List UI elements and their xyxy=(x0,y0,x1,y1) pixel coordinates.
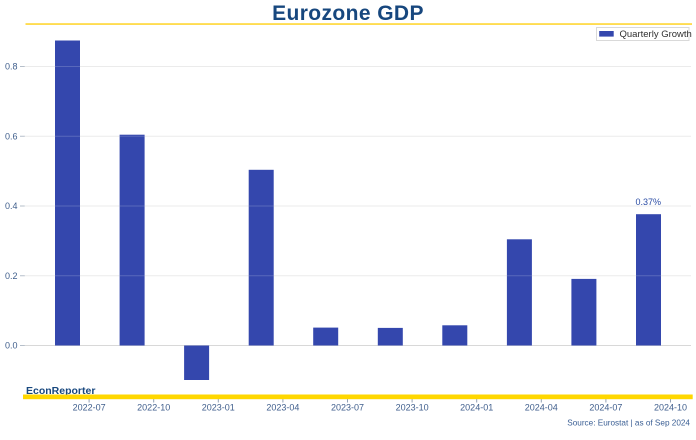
svg-text:Source: Eurostat | as of Sep 2: Source: Eurostat | as of Sep 2024 xyxy=(567,419,690,428)
svg-text:2022-10: 2022-10 xyxy=(137,403,170,413)
svg-text:2023-07: 2023-07 xyxy=(331,403,364,413)
svg-text:2023-10: 2023-10 xyxy=(396,403,429,413)
svg-text:0.8: 0.8 xyxy=(5,62,18,72)
svg-text:2022-07: 2022-07 xyxy=(73,403,106,413)
svg-text:2024-07: 2024-07 xyxy=(589,403,622,413)
svg-text:Eurozone GDP: Eurozone GDP xyxy=(272,2,424,25)
svg-text:0.37%: 0.37% xyxy=(636,197,662,207)
svg-text:2024-10: 2024-10 xyxy=(654,403,687,413)
svg-text:0.2: 0.2 xyxy=(5,271,18,281)
svg-text:2024-04: 2024-04 xyxy=(525,403,558,413)
svg-text:0.4: 0.4 xyxy=(5,201,18,211)
svg-text:Quarterly Growth: Quarterly Growth xyxy=(620,29,692,40)
svg-text:2023-01: 2023-01 xyxy=(202,403,235,413)
svg-text:2023-04: 2023-04 xyxy=(266,403,299,413)
svg-text:0.0: 0.0 xyxy=(5,341,18,351)
svg-text:0.6: 0.6 xyxy=(5,131,18,141)
svg-text:2024-01: 2024-01 xyxy=(460,403,493,413)
svg-text:EconReporter: EconReporter xyxy=(26,385,95,397)
